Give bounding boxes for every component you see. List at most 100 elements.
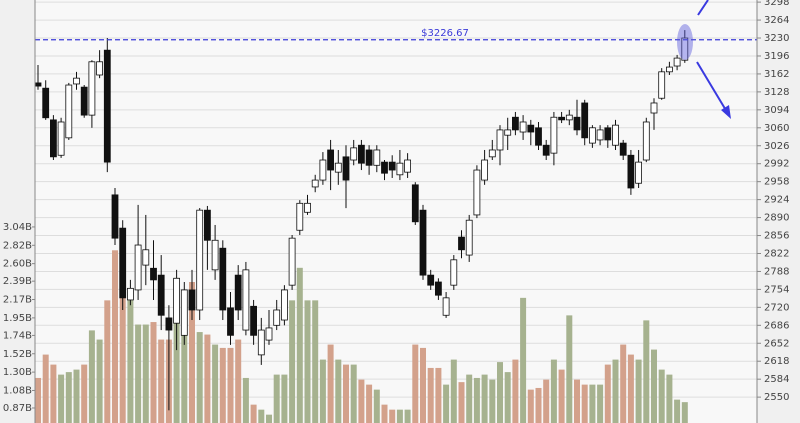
volume-bar [574, 379, 580, 423]
volume-tick-label: 2.82B [3, 240, 32, 251]
volume-bar [88, 330, 95, 423]
volume-bar [489, 379, 496, 423]
volume-bar [643, 320, 650, 423]
volume-bar [404, 409, 411, 423]
y-tick-label: 2924 [764, 195, 789, 206]
volume-bar [135, 324, 142, 423]
reference-label: $3226.67 [421, 28, 469, 39]
candle-body [565, 114, 573, 121]
volume-bar [589, 384, 596, 423]
arrow [697, 0, 709, 16]
candle-body [542, 144, 550, 156]
volume-bar [50, 364, 57, 423]
candle-body [519, 121, 527, 133]
volume-bar [212, 344, 219, 423]
volume-bar [112, 250, 118, 423]
volume-bar [327, 344, 334, 423]
volume-bar [504, 372, 511, 423]
candle-body [527, 124, 535, 133]
candle-body [442, 297, 450, 316]
candle-body [196, 209, 204, 311]
volume-bar [65, 372, 72, 423]
volume-bar [35, 377, 41, 423]
candle-body [604, 127, 612, 141]
grid [35, 1, 757, 398]
volume-bar [566, 315, 573, 423]
candle-body [535, 127, 542, 146]
volume-bar [666, 374, 673, 423]
candle-body [188, 289, 196, 311]
volume-bar [96, 339, 103, 423]
candle-body [57, 121, 65, 156]
candle-body [658, 71, 666, 99]
volume-bar [242, 377, 249, 423]
volume-bar [319, 359, 326, 423]
volume-bar [481, 374, 488, 423]
volume-bar [543, 379, 550, 423]
candle-body [134, 244, 142, 291]
candle-body [619, 142, 627, 156]
volume-bar [158, 339, 165, 423]
candle-body [296, 202, 304, 231]
volume-tick-label: 3.04B [3, 222, 32, 233]
volume-bar [150, 322, 157, 423]
candle-body [473, 169, 481, 216]
candle-body [180, 289, 188, 336]
volume-bar [266, 414, 272, 423]
volume-bar [366, 384, 373, 423]
y-tick-label: 2686 [764, 320, 789, 331]
volume-bar [42, 354, 49, 423]
volume-bar [420, 347, 426, 423]
volume-bar [58, 374, 65, 423]
y-tick-label: 3162 [764, 69, 789, 80]
candle-body [642, 121, 650, 161]
volume-bar [558, 369, 565, 423]
y-tick-label: 2584 [764, 374, 789, 385]
candle-body [257, 329, 265, 356]
volume-bar [443, 384, 450, 423]
volume-bar [512, 359, 519, 423]
candle-body [357, 144, 365, 164]
candle-body [127, 287, 134, 301]
candle-body [550, 116, 558, 154]
candle-body [581, 102, 589, 139]
candle-body [635, 161, 642, 184]
candle-body [88, 61, 96, 116]
y-tick-label: 2788 [764, 266, 789, 277]
y-tick-label: 3026 [764, 141, 789, 152]
candle-body [419, 209, 427, 276]
candle-body [373, 149, 381, 166]
y-tick-label: 2652 [764, 338, 789, 349]
volume-bar [597, 384, 604, 423]
candle-body [596, 129, 604, 141]
volume-bar [73, 369, 80, 423]
candle-body [280, 289, 288, 321]
candle-body [342, 156, 350, 181]
candle-body [173, 277, 181, 324]
candle-body [589, 127, 596, 144]
candle-body [627, 154, 635, 189]
candle-body [388, 161, 396, 171]
volume-tick-label: 1.30B [3, 367, 32, 378]
volume-bar [651, 349, 657, 423]
volume-bar [458, 382, 465, 423]
volume-tick-label: 2.17B [3, 295, 32, 306]
candle-body [334, 162, 342, 173]
volume-bar [204, 334, 211, 423]
volume-bar [350, 364, 357, 423]
candle-body [311, 179, 319, 188]
y-tick-label: 2856 [764, 231, 789, 242]
volume-bar [373, 389, 380, 423]
volume-bar [304, 300, 311, 423]
volume-bar [227, 347, 234, 423]
y-tick-label: 2550 [764, 392, 789, 403]
volume-bar [181, 305, 188, 423]
candle-body [73, 77, 80, 85]
candle-body [434, 281, 442, 296]
candle-body [650, 102, 658, 114]
candle-body [234, 274, 242, 311]
candle-body [203, 209, 211, 241]
y-tick-label: 3094 [764, 105, 789, 116]
volume-bar [235, 339, 242, 423]
volume-bar [219, 347, 226, 423]
